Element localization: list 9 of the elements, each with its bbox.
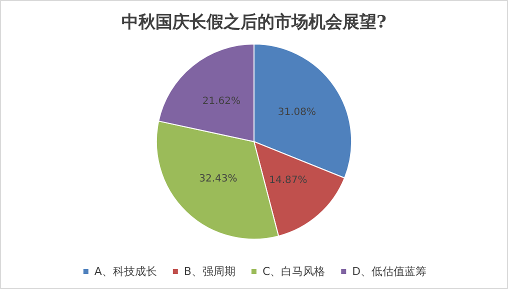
chart-title: 中秋国庆长假之后的市场机会展望? <box>122 12 387 32</box>
data-label: 14.87% <box>269 175 308 186</box>
legend-label: D、低估值蓝筹 <box>352 265 427 278</box>
legend-label: B、强周期 <box>184 265 236 278</box>
data-label: 32.43% <box>199 174 238 185</box>
legend-label: A、科技成长 <box>94 265 157 278</box>
data-label: 21.62% <box>202 96 241 107</box>
data-label: 31.08% <box>278 107 316 118</box>
legend-label: C、白马风格 <box>262 265 326 278</box>
